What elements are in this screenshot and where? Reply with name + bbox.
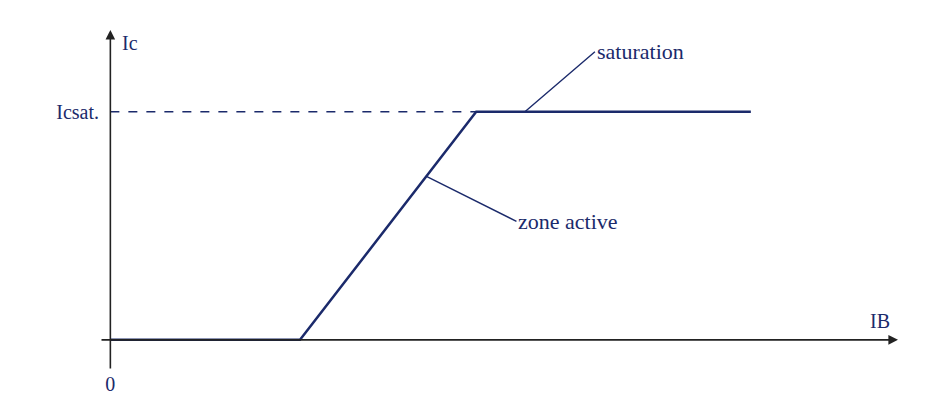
svg-text:zone active: zone active: [518, 209, 618, 234]
svg-text:IB: IB: [870, 310, 890, 332]
svg-text:saturation: saturation: [597, 39, 684, 64]
svg-text:Icsat.: Icsat.: [56, 101, 99, 123]
svg-text:Ic: Ic: [122, 32, 138, 54]
svg-text:0: 0: [105, 373, 115, 395]
